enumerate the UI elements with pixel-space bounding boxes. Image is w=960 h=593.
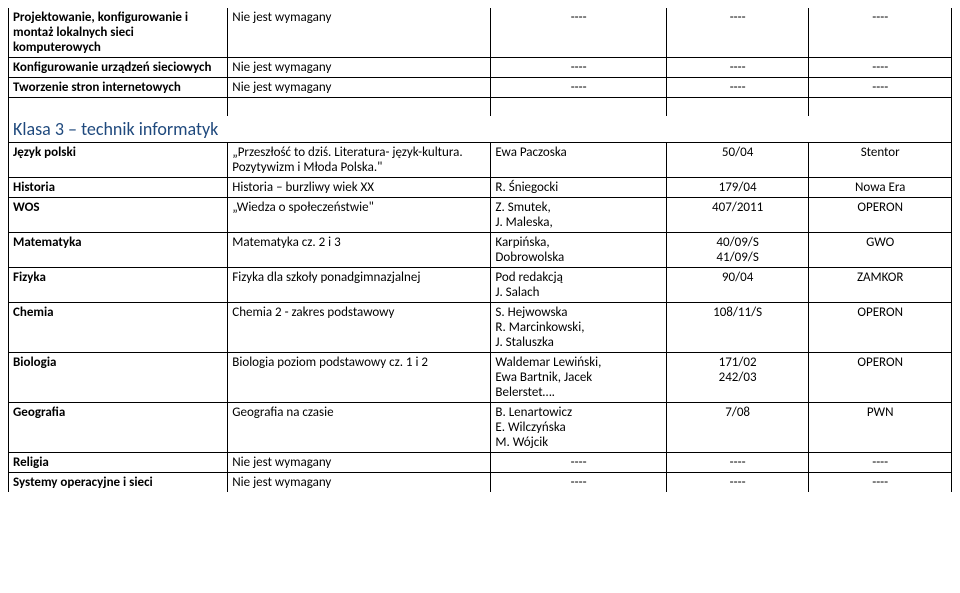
cell-subject: Biologia <box>9 353 228 403</box>
cell-num: ---- <box>666 78 809 98</box>
cell-author: B. LenartowiczE. WilczyńskaM. Wójcik <box>491 403 666 453</box>
cell-pub: PWN <box>809 403 952 453</box>
cell-subject: Chemia <box>9 303 228 353</box>
table-row: WOS „Wiedza o społeczeństwie" Z. Smutek,… <box>9 198 952 233</box>
cell-pub: ---- <box>809 453 952 473</box>
cell-author: ---- <box>491 453 666 473</box>
cell-subject: Język polski <box>9 143 228 178</box>
table-row: Geografia Geografia na czasie B. Lenarto… <box>9 403 952 453</box>
cell-subject: Konfigurowanie urządzeń sieciowych <box>9 58 228 78</box>
cell-author: R. Śniegocki <box>491 178 666 198</box>
cell-subject: Tworzenie stron internetowych <box>9 78 228 98</box>
cell-author: ---- <box>491 58 666 78</box>
cell-author: Waldemar Lewiński,Ewa Bartnik, JacekBele… <box>491 353 666 403</box>
cell-pub: OPERON <box>809 353 952 403</box>
main-table: Klasa 3 – technik informatyk Język polsk… <box>8 116 952 492</box>
cell-subject: Religia <box>9 453 228 473</box>
cell-num: ---- <box>666 8 809 58</box>
cell-author: Karpińska,Dobrowolska <box>491 233 666 268</box>
cell-title: „Wiedza o społeczeństwie" <box>228 198 491 233</box>
cell-subject: WOS <box>9 198 228 233</box>
cell-pub: Nowa Era <box>809 178 952 198</box>
cell-subject: Systemy operacyjne i sieci <box>9 473 228 493</box>
cell-subject: Historia <box>9 178 228 198</box>
table-row: Religia Nie jest wymagany ---- ---- ---- <box>9 453 952 473</box>
cell-author: ---- <box>491 8 666 58</box>
cell-num: 90/04 <box>666 268 809 303</box>
cell-title: Nie jest wymagany <box>228 453 491 473</box>
table-row: Fizyka Fizyka dla szkoły ponadgimnazjaln… <box>9 268 952 303</box>
cell-subject: Fizyka <box>9 268 228 303</box>
cell-title: Matematyka cz. 2 i 3 <box>228 233 491 268</box>
cell-title: Historia – burzliwy wiek XX <box>228 178 491 198</box>
table-row: Projektowanie, konfigurowanie i montaż l… <box>9 8 952 58</box>
cell-title: „Przeszłość to dziś. Literatura- język-k… <box>228 143 491 178</box>
cell-author: ---- <box>491 78 666 98</box>
cell-num: 108/11/S <box>666 303 809 353</box>
section-heading-cell: Klasa 3 – technik informatyk <box>9 116 952 143</box>
cell-title: Nie jest wymagany <box>228 473 491 493</box>
cell-author: Ewa Paczoska <box>491 143 666 178</box>
cell-title: Geografia na czasie <box>228 403 491 453</box>
cell-pub: GWO <box>809 233 952 268</box>
section-heading: Klasa 3 – technik informatyk <box>13 118 218 140</box>
table-row: Historia Historia – burzliwy wiek XX R. … <box>9 178 952 198</box>
cell-subject: Geografia <box>9 403 228 453</box>
cell-pub: Stentor <box>809 143 952 178</box>
cell-subject: Projektowanie, konfigurowanie i montaż l… <box>9 8 228 58</box>
cell-num: ---- <box>666 473 809 493</box>
cell-num: 407/2011 <box>666 198 809 233</box>
cell-title: Chemia 2 - zakres podstawowy <box>228 303 491 353</box>
cell-title: Fizyka dla szkoły ponadgimnazjalnej <box>228 268 491 303</box>
cell-subject: Matematyka <box>9 233 228 268</box>
table-row: Systemy operacyjne i sieci Nie jest wyma… <box>9 473 952 493</box>
cell-author: Pod redakcjąJ. Salach <box>491 268 666 303</box>
table-row: Chemia Chemia 2 - zakres podstawowy S. H… <box>9 303 952 353</box>
cell-num: ---- <box>666 58 809 78</box>
cell-pub: ---- <box>809 8 952 58</box>
cell-title: Biologia poziom podstawowy cz. 1 i 2 <box>228 353 491 403</box>
table-row: Język polski „Przeszłość to dziś. Litera… <box>9 143 952 178</box>
table-row: Tworzenie stron internetowych Nie jest w… <box>9 78 952 98</box>
cell-title: Nie jest wymagany <box>228 78 491 98</box>
cell-pub: ---- <box>809 58 952 78</box>
cell-num: 40/09/S41/09/S <box>666 233 809 268</box>
table-row: Matematyka Matematyka cz. 2 i 3 Karpińsk… <box>9 233 952 268</box>
cell-pub: ---- <box>809 78 952 98</box>
heading-row: Klasa 3 – technik informatyk <box>9 116 952 143</box>
cell-pub: ZAMKOR <box>809 268 952 303</box>
cell-title: Nie jest wymagany <box>228 58 491 78</box>
cell-num: ---- <box>666 453 809 473</box>
cell-pub: OPERON <box>809 198 952 233</box>
cell-author: Z. Smutek,J. Maleska, <box>491 198 666 233</box>
table-row: Konfigurowanie urządzeń sieciowych Nie j… <box>9 58 952 78</box>
cell-author: ---- <box>491 473 666 493</box>
cell-num: 171/02242/03 <box>666 353 809 403</box>
table-row: Biologia Biologia poziom podstawowy cz. … <box>9 353 952 403</box>
cell-author: S. HejwowskaR. Marcinkowski,J. Staluszka <box>491 303 666 353</box>
cell-pub: ---- <box>809 473 952 493</box>
gap-row <box>9 98 952 117</box>
cell-num: 50/04 <box>666 143 809 178</box>
cell-num: 179/04 <box>666 178 809 198</box>
top-table: Projektowanie, konfigurowanie i montaż l… <box>8 8 952 116</box>
cell-pub: OPERON <box>809 303 952 353</box>
cell-title: Nie jest wymagany <box>228 8 491 58</box>
cell-num: 7/08 <box>666 403 809 453</box>
